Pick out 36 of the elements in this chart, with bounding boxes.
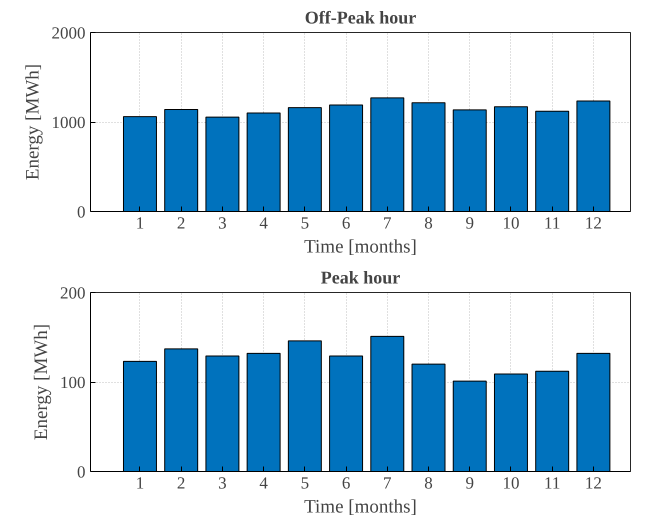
- y-axis-title: Energy [MWh]: [31, 324, 52, 440]
- x-tick-label: 1: [136, 214, 144, 232]
- y-tick-label: 0: [77, 202, 86, 222]
- x-tick-label: 12: [584, 214, 602, 232]
- x-tick-label: 5: [300, 214, 310, 232]
- x-tick-label: 3: [218, 474, 227, 492]
- x-tick-label: 6: [342, 474, 350, 492]
- x-tick-label: 10: [502, 214, 520, 232]
- x-tick-label: 11: [544, 214, 560, 232]
- x-tick-label: 10: [502, 474, 520, 492]
- x-tick-label: 9: [465, 474, 474, 492]
- x-axis-title: Time [months]: [304, 236, 417, 258]
- y-axis-title: Energy [MWh]: [22, 64, 44, 180]
- y-tick-label: 100: [60, 373, 86, 392]
- y-tick-label: 0: [77, 462, 86, 482]
- x-tick-label: 3: [218, 214, 227, 232]
- y-tick-label: 2000: [52, 24, 86, 42]
- chart-title: Peak hour: [320, 268, 400, 288]
- x-tick-label: 8: [424, 474, 433, 492]
- y-tick-label: 200: [60, 284, 86, 302]
- x-tick-label: 9: [465, 214, 474, 232]
- x-tick-label: 1: [136, 474, 144, 492]
- x-tick-label: 7: [383, 474, 392, 492]
- x-tick-label: 6: [342, 214, 350, 232]
- chart-title: Off-Peak hour: [304, 8, 416, 28]
- x-tick-label: 4: [259, 214, 268, 232]
- x-tick-label: 4: [259, 474, 268, 492]
- x-tick-label: 8: [424, 214, 433, 232]
- x-tick-label: 11: [544, 474, 560, 492]
- x-tick-label: 12: [584, 474, 602, 492]
- y-tick-label: 1000: [52, 113, 86, 132]
- x-tick-label: 7: [383, 214, 392, 232]
- x-tick-label: 5: [300, 474, 310, 492]
- x-tick-label: 2: [176, 214, 186, 232]
- x-tick-label: 2: [176, 474, 186, 492]
- x-axis-title: Time [months]: [304, 496, 417, 518]
